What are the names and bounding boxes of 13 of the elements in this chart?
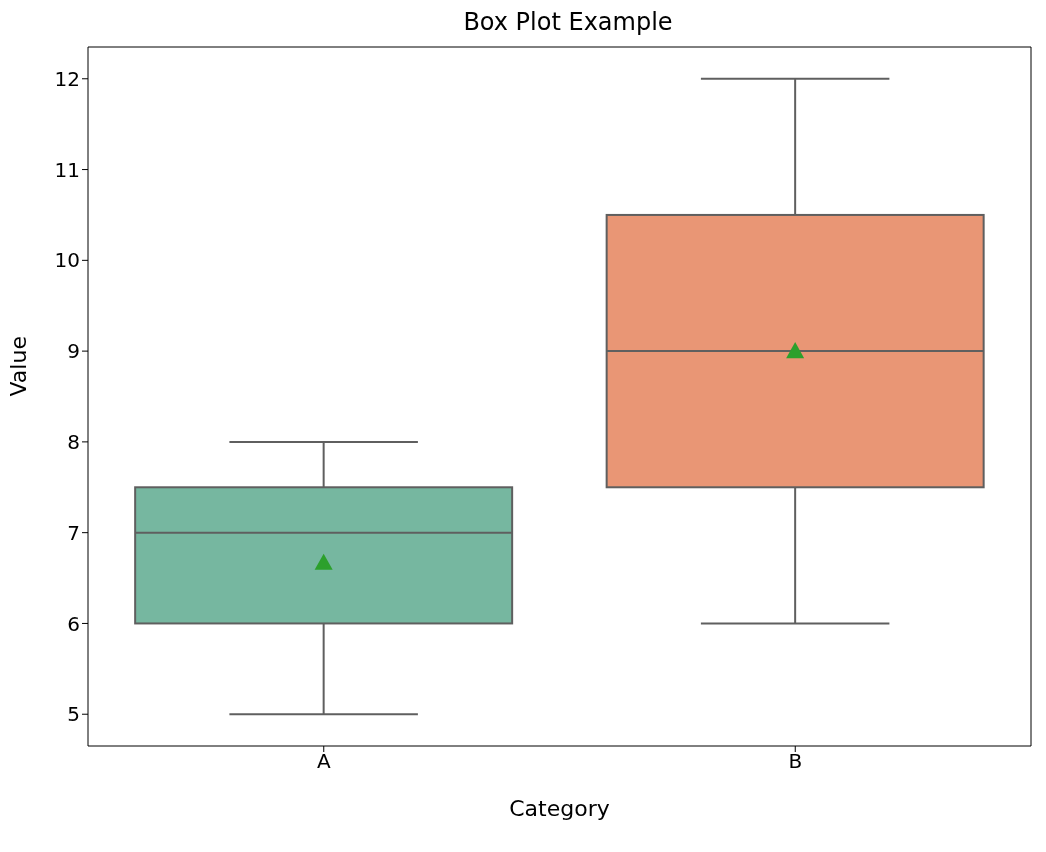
chart-title: Box Plot Example bbox=[462, 8, 674, 36]
y-tick-label: 5 bbox=[67, 702, 80, 727]
y-tick-label: 11 bbox=[54, 157, 80, 182]
y-tick-label: 10 bbox=[54, 248, 80, 273]
x-axis-title: Category bbox=[509, 796, 610, 821]
y-tick-label: 9 bbox=[67, 339, 80, 364]
y-tick-label: 6 bbox=[67, 611, 80, 636]
y-tick-label: 7 bbox=[67, 520, 80, 545]
y-axis-title: Value bbox=[5, 336, 31, 397]
y-tick-label: 8 bbox=[67, 429, 80, 454]
x-tick-label: B bbox=[788, 749, 803, 774]
y-tick-label: 12 bbox=[54, 66, 80, 91]
x-tick-label: A bbox=[316, 749, 331, 774]
